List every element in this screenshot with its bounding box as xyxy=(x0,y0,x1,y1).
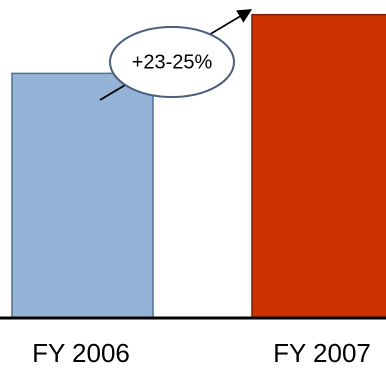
bar-fy-2006 xyxy=(11,72,154,319)
x-tick-label: FY 2006 xyxy=(32,338,130,368)
growth-annotation: +23-25% xyxy=(99,9,253,101)
bars-group xyxy=(11,13,386,319)
growth-label: +23-25% xyxy=(132,51,213,73)
bar-fy-2007 xyxy=(251,13,386,319)
growth-ellipse xyxy=(109,26,235,98)
category-labels: FY 2006 FY 2007 xyxy=(32,338,371,368)
x-tick-label: FY 2007 xyxy=(273,338,371,368)
